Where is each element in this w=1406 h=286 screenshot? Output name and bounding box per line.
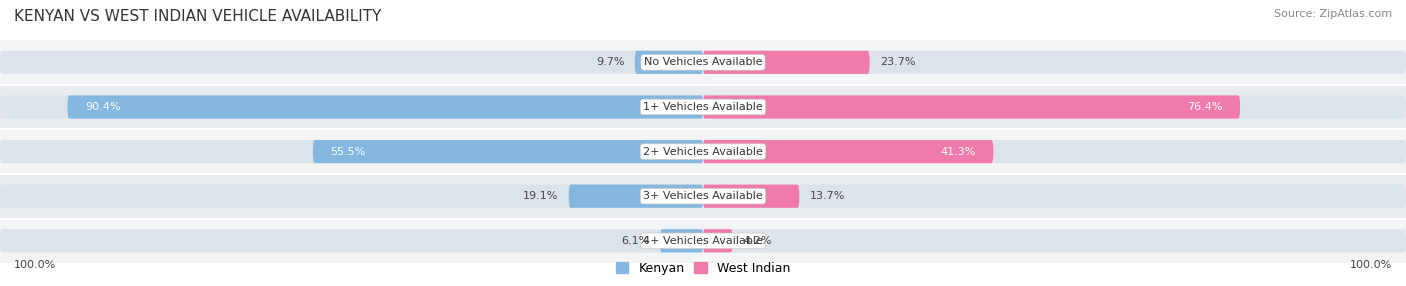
Text: 90.4%: 90.4%	[84, 102, 121, 112]
Text: 13.7%: 13.7%	[810, 191, 845, 201]
Text: 55.5%: 55.5%	[330, 147, 366, 156]
FancyBboxPatch shape	[0, 95, 1406, 119]
Text: 23.7%: 23.7%	[880, 57, 915, 67]
Text: 9.7%: 9.7%	[596, 57, 624, 67]
Text: 41.3%: 41.3%	[941, 147, 976, 156]
Legend: Kenyan, West Indian: Kenyan, West Indian	[610, 257, 796, 280]
FancyBboxPatch shape	[0, 184, 1406, 208]
Text: No Vehicles Available: No Vehicles Available	[644, 57, 762, 67]
FancyBboxPatch shape	[636, 51, 703, 74]
FancyBboxPatch shape	[0, 51, 1406, 74]
Text: 1+ Vehicles Available: 1+ Vehicles Available	[643, 102, 763, 112]
Text: 100.0%: 100.0%	[1350, 260, 1392, 270]
FancyBboxPatch shape	[703, 95, 1240, 119]
Text: 6.1%: 6.1%	[621, 236, 650, 246]
Text: 19.1%: 19.1%	[523, 191, 558, 201]
Text: KENYAN VS WEST INDIAN VEHICLE AVAILABILITY: KENYAN VS WEST INDIAN VEHICLE AVAILABILI…	[14, 9, 381, 23]
Text: 2+ Vehicles Available: 2+ Vehicles Available	[643, 147, 763, 156]
Text: 100.0%: 100.0%	[14, 260, 56, 270]
FancyBboxPatch shape	[0, 140, 1406, 163]
Bar	[0, 174, 1406, 219]
FancyBboxPatch shape	[312, 140, 703, 163]
FancyBboxPatch shape	[703, 140, 993, 163]
Bar	[0, 85, 1406, 129]
Text: Source: ZipAtlas.com: Source: ZipAtlas.com	[1274, 9, 1392, 19]
Bar	[0, 129, 1406, 174]
Text: 3+ Vehicles Available: 3+ Vehicles Available	[643, 191, 763, 201]
FancyBboxPatch shape	[703, 184, 799, 208]
Bar	[0, 40, 1406, 85]
FancyBboxPatch shape	[67, 95, 703, 119]
Text: 4.2%: 4.2%	[744, 236, 772, 246]
FancyBboxPatch shape	[703, 229, 733, 253]
FancyBboxPatch shape	[703, 51, 869, 74]
FancyBboxPatch shape	[0, 229, 1406, 253]
Text: 4+ Vehicles Available: 4+ Vehicles Available	[643, 236, 763, 246]
FancyBboxPatch shape	[661, 229, 703, 253]
Text: 76.4%: 76.4%	[1187, 102, 1223, 112]
Bar	[0, 219, 1406, 263]
FancyBboxPatch shape	[568, 184, 703, 208]
